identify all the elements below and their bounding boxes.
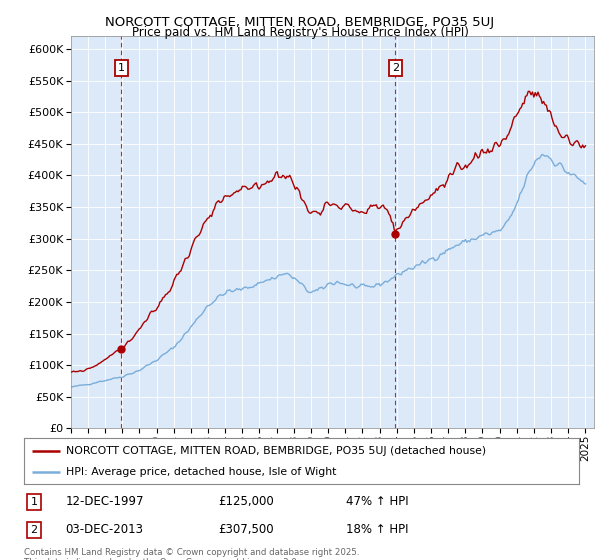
- Text: NORCOTT COTTAGE, MITTEN ROAD, BEMBRIDGE, PO35 5UJ (detached house): NORCOTT COTTAGE, MITTEN ROAD, BEMBRIDGE,…: [65, 446, 486, 456]
- Text: 12-DEC-1997: 12-DEC-1997: [65, 495, 144, 508]
- Text: 2: 2: [392, 63, 399, 73]
- Text: 2: 2: [31, 525, 38, 535]
- Text: 18% ↑ HPI: 18% ↑ HPI: [346, 523, 409, 536]
- Text: 47% ↑ HPI: 47% ↑ HPI: [346, 495, 409, 508]
- Text: 1: 1: [118, 63, 125, 73]
- Text: Contains HM Land Registry data © Crown copyright and database right 2025.
This d: Contains HM Land Registry data © Crown c…: [24, 548, 359, 560]
- Text: Price paid vs. HM Land Registry's House Price Index (HPI): Price paid vs. HM Land Registry's House …: [131, 26, 469, 39]
- Text: HPI: Average price, detached house, Isle of Wight: HPI: Average price, detached house, Isle…: [65, 467, 336, 477]
- Text: 03-DEC-2013: 03-DEC-2013: [65, 523, 143, 536]
- Text: NORCOTT COTTAGE, MITTEN ROAD, BEMBRIDGE, PO35 5UJ: NORCOTT COTTAGE, MITTEN ROAD, BEMBRIDGE,…: [106, 16, 494, 29]
- Text: 1: 1: [31, 497, 37, 507]
- Text: £307,500: £307,500: [218, 523, 274, 536]
- Text: £125,000: £125,000: [218, 495, 274, 508]
